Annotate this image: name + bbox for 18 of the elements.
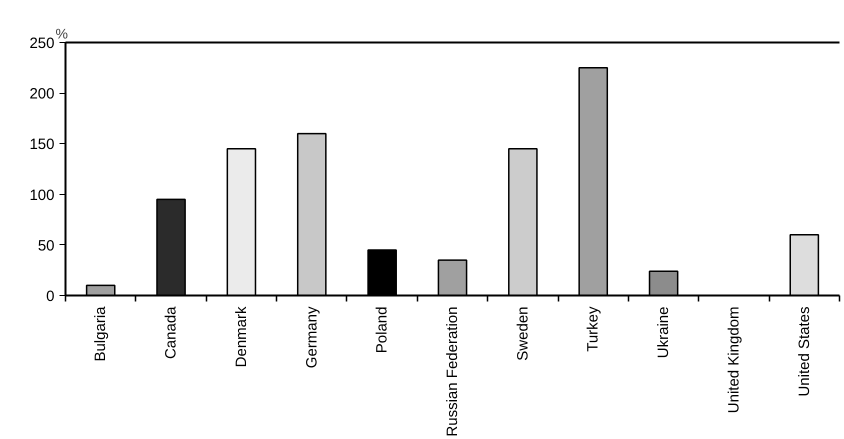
x-tick-label: Ukraine <box>655 306 672 358</box>
y-tick-label: 0 <box>46 288 54 305</box>
x-tick-label: Canada <box>162 306 180 360</box>
x-tick-label: United Kingdom <box>725 306 742 414</box>
x-tick-label: Denmark <box>232 306 250 368</box>
y-axis-title: % <box>56 26 68 42</box>
x-tick-label: Russian Federation <box>444 306 461 437</box>
y-tick-label: 250 <box>29 35 55 52</box>
x-tick-label: Turkey <box>584 306 602 352</box>
x-tick-label: Germany <box>303 306 320 368</box>
y-tick-label: 150 <box>29 136 55 154</box>
x-tick-label: Poland <box>374 306 391 354</box>
x-tick-label: Bulgaria <box>92 306 110 362</box>
y-tick-label: 200 <box>29 86 55 103</box>
x-tick-label: United States <box>796 306 813 397</box>
y-tick-label: 50 <box>38 237 55 254</box>
x-tick-label: Sweden <box>514 306 532 361</box>
y-tick-label: 100 <box>29 186 55 204</box>
